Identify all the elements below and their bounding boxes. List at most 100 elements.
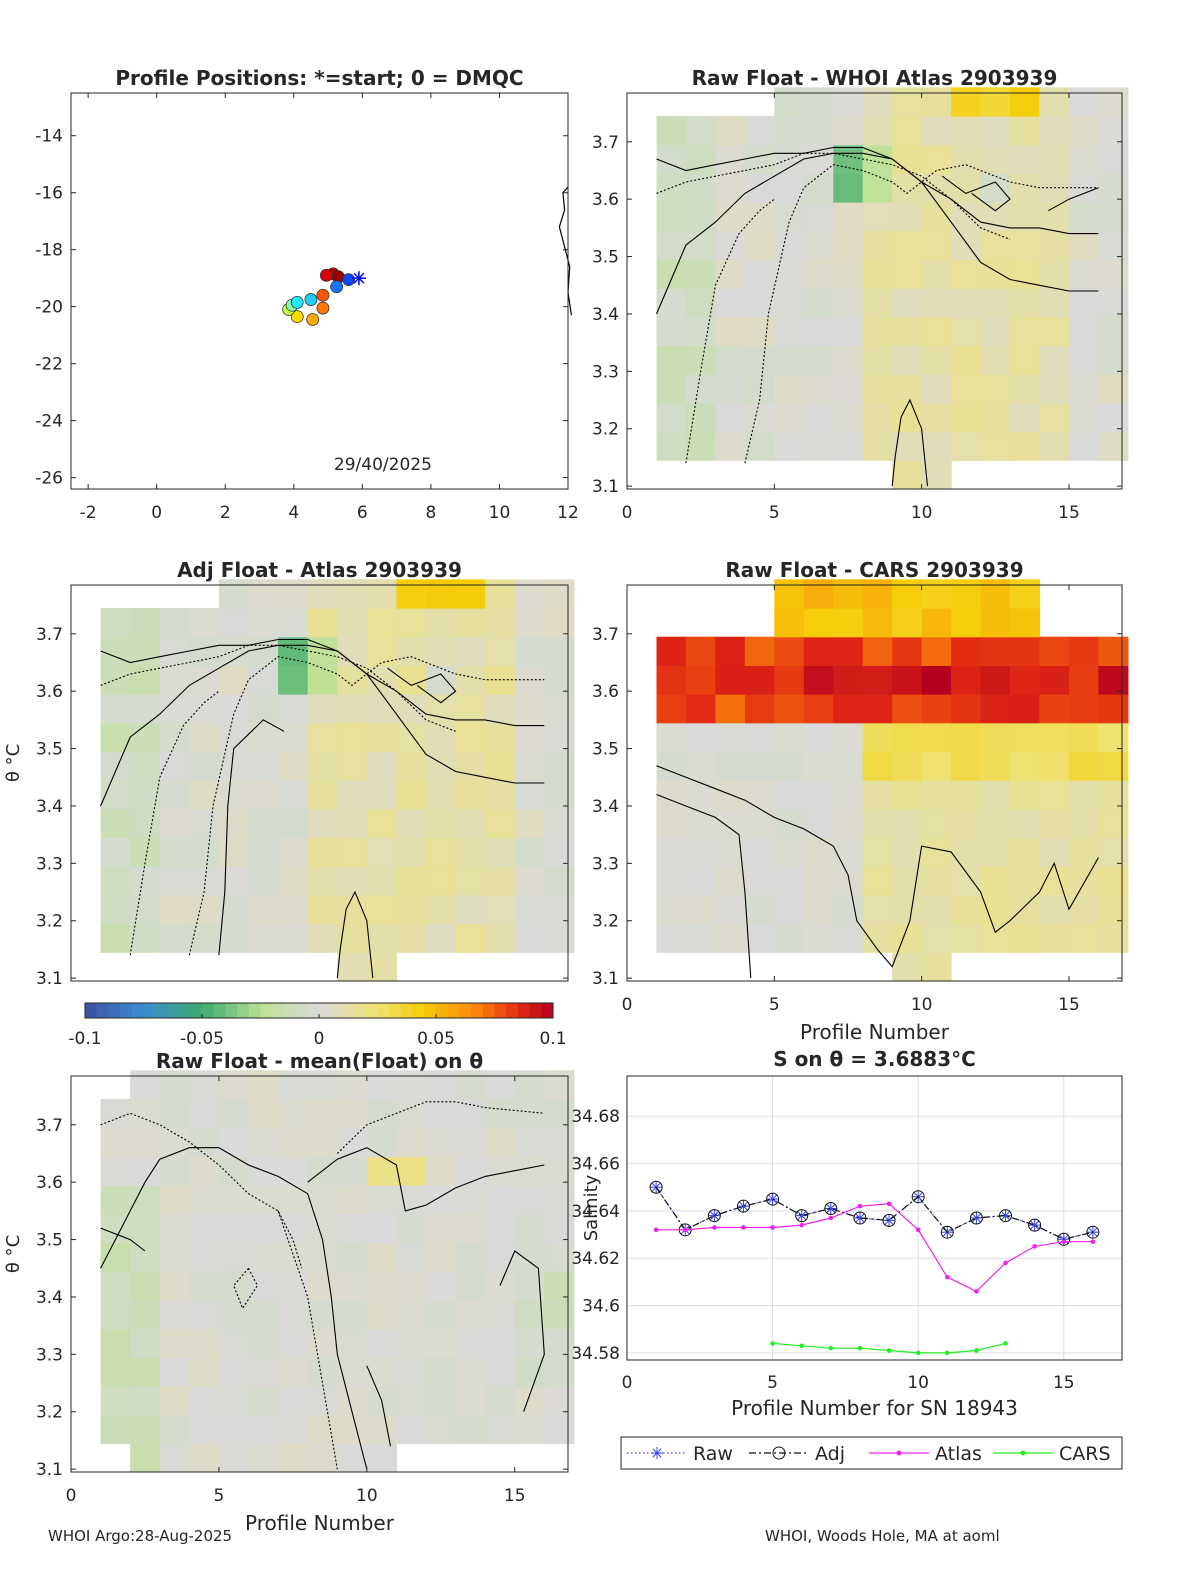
raw_whoi-cell [803, 316, 834, 347]
raw_cars-cell [803, 722, 834, 752]
adj_atlas-cell [130, 608, 161, 638]
adj_atlas-contour [387, 667, 457, 704]
raw_whoi-cell [1010, 173, 1041, 203]
raw_whoi-contour [1048, 187, 1099, 212]
salinity-ylabel: Salinity [581, 1174, 602, 1241]
raw_cars-cell [833, 866, 864, 896]
raw_whoi-cell [951, 230, 982, 260]
adj_atlas-cell [278, 722, 309, 752]
raw_mean-cell [100, 1385, 131, 1416]
raw_cars-cell [1069, 722, 1100, 752]
profile-point [306, 313, 320, 326]
raw_mean-cell [130, 1299, 161, 1330]
raw_mean-cell [337, 1070, 368, 1100]
series-atlas [656, 1203, 1093, 1293]
adj_atlas-cell [544, 694, 575, 724]
raw_cars-cell [892, 636, 923, 666]
raw_whoi-contour [891, 398, 929, 487]
raw_mean-cell [455, 1414, 486, 1444]
raw_whoi-cell [892, 402, 923, 433]
raw_mean-ytick-label: 3.5 [36, 1231, 63, 1251]
raw_mean-cell [544, 1185, 575, 1215]
raw_whoi-cell [1069, 345, 1100, 375]
adj-marker [707, 1209, 721, 1223]
raw_mean-cell [366, 1099, 397, 1129]
raw_mean-cell [455, 1357, 486, 1387]
raw_mean-cell [278, 1099, 309, 1129]
raw_cars-cell [833, 665, 864, 695]
raw_whoi-cell [685, 230, 716, 260]
raw_mean-cell [278, 1385, 309, 1416]
raw_whoi-cell [862, 345, 893, 375]
raw_mean-cell [426, 1185, 457, 1215]
raw_whoi-cell [892, 288, 923, 318]
raw_whoi-cell [715, 345, 746, 375]
raw_mean-cell [544, 1213, 575, 1243]
adj_atlas-cell [159, 694, 190, 724]
colorbar-cell [494, 1003, 507, 1018]
adj_atlas-cell [307, 665, 338, 695]
raw_cars-cell [803, 694, 834, 724]
raw_cars-cell [1039, 894, 1070, 925]
raw_mean-cell [337, 1385, 368, 1416]
raw_whoi-cell [1039, 431, 1070, 461]
raw_cars-cell [774, 665, 805, 695]
adj_atlas-cell [159, 923, 190, 953]
adj_atlas-cell [514, 722, 545, 752]
raw_cars-cell [951, 923, 982, 953]
raw-marker [970, 1212, 983, 1224]
raw_whoi-cell [774, 87, 805, 117]
raw_cars-ytick-label: 3.7 [592, 625, 619, 645]
raw_mean-cell [218, 1070, 250, 1100]
raw_mean-cell [278, 1242, 309, 1272]
adj_atlas-cell [426, 608, 457, 638]
raw_mean-cell [366, 1357, 397, 1387]
raw_cars-cell [1098, 636, 1129, 666]
adj_atlas-cell [189, 665, 220, 695]
adj_atlas-cell [366, 837, 397, 867]
adj_atlas-ytick-label: 3.1 [36, 969, 63, 989]
raw_whoi-cell [1069, 116, 1100, 146]
raw_cars-cell [921, 923, 952, 953]
adj_atlas-cell [544, 579, 575, 609]
raw_whoi-cell [862, 402, 893, 433]
adj_atlas-cell [307, 837, 338, 867]
adj-marker [795, 1209, 809, 1223]
adj_atlas-cell [514, 694, 545, 724]
raw_mean-contour [366, 1365, 392, 1447]
adj_atlas-cell [278, 923, 309, 953]
atlas-marker [974, 1289, 979, 1294]
colorbar-cell [459, 1003, 472, 1018]
raw_whoi-cell [685, 431, 716, 461]
raw_mean-cell [544, 1414, 575, 1444]
salinity-ytick-label: 34.6 [582, 1297, 620, 1317]
raw_mean-cell [100, 1156, 131, 1186]
raw_cars-cell [921, 952, 952, 982]
raw_whoi-cell [980, 374, 1011, 404]
raw_whoi-cell [951, 116, 982, 146]
raw_whoi-cell [744, 374, 775, 404]
colorbar-cell [529, 1003, 542, 1018]
raw_whoi-cell [892, 316, 923, 347]
raw_mean-cell [396, 1156, 427, 1186]
positions-xtick-label: 0 [151, 503, 162, 523]
raw_cars-cell [1010, 866, 1041, 896]
raw_mean-cell [396, 1385, 427, 1416]
raw_cars-cell [892, 952, 923, 982]
adj-marker [853, 1211, 867, 1225]
adj_atlas-cell [544, 837, 575, 867]
raw_cars-cell [1039, 780, 1070, 810]
raw_whoi-cell [951, 374, 982, 404]
atlas-marker [712, 1225, 717, 1230]
salinity-xtick-label: 0 [622, 1373, 633, 1393]
adj_atlas-cell [218, 636, 250, 666]
salinity-xtick-label: 15 [1053, 1373, 1075, 1393]
salinity-xtick-label: 10 [907, 1373, 929, 1393]
raw_cars-cell [774, 722, 805, 752]
raw_cars-cell [774, 694, 805, 724]
colorbar-cell [237, 1003, 250, 1018]
raw_whoi-cell [833, 431, 864, 461]
raw-marker-stroke [855, 1213, 865, 1223]
raw_whoi-cell [715, 230, 746, 260]
raw_cars-cell [951, 579, 982, 609]
